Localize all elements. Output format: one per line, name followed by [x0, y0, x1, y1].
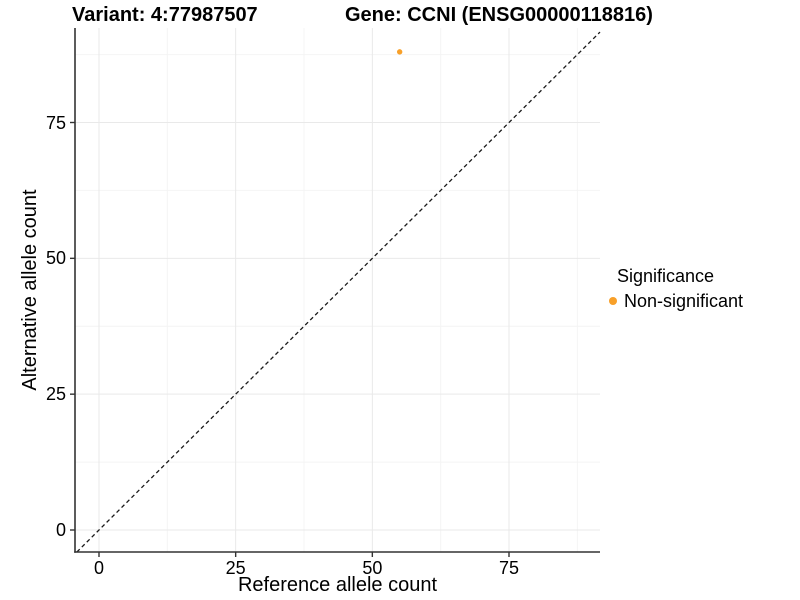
legend-entry-label: Non-significant	[624, 291, 744, 311]
y-tick-label: 50	[45, 248, 66, 269]
data-point	[396, 49, 403, 55]
legend-entry: Non-significant	[609, 290, 743, 312]
legend-point-swatch-icon	[609, 297, 617, 305]
x-tick-label: 0	[93, 558, 104, 578]
plot-title-gene: Gene: CCNI (ENSG00000118816)	[345, 4, 653, 26]
y-axis-title: Alternative allele count	[19, 189, 41, 391]
x-tick-label: 25	[225, 558, 246, 578]
x-tick-label: 75	[498, 558, 520, 578]
x-axis-title: Reference allele count	[237, 574, 437, 596]
y-tick-label: 75	[45, 112, 66, 133]
y-tick-label: 0	[55, 520, 66, 540]
legend-title: Significance	[617, 266, 715, 286]
identity-line	[76, 31, 601, 553]
plot-title-variant: Variant: 4:77987507	[72, 4, 258, 26]
y-tick-label: 25	[45, 384, 66, 405]
x-tick-label: 50	[362, 558, 383, 578]
legend: Significance Non-significant	[609, 265, 743, 312]
